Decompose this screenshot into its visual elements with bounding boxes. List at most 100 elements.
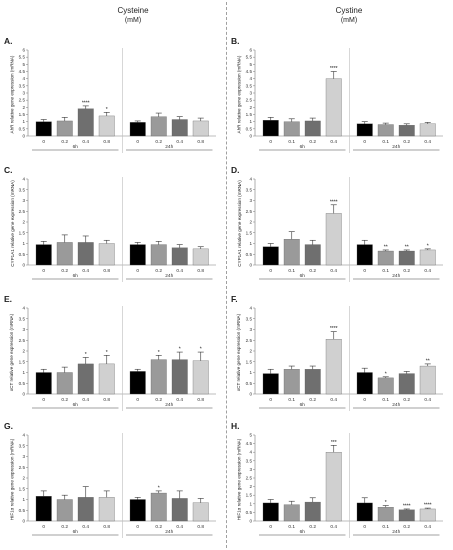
bar [419,123,436,137]
y-tick-label: 2.5 [19,209,26,214]
x-tick-label: 0.8 [103,397,110,403]
x-tick-label: 0 [42,139,45,145]
bar [129,122,146,137]
y-tick-label: 5 [22,62,25,67]
significance-label: *** [331,440,337,446]
panel-letter: A. [4,36,13,46]
x-tick-label: 0.2 [403,139,410,145]
y-tick-label: 5 [249,62,252,67]
y-tick-label: 0 [22,134,25,139]
x-tick-label: 0.2 [61,139,68,145]
group-label: 6h [300,144,306,150]
bar [419,365,436,395]
y-tick-label: 2.5 [246,338,253,343]
x-tick-label: 0.2 [155,139,162,145]
x-tick-label: 0.1 [288,268,295,274]
group-label: 24h [392,144,400,150]
y-tick-label: 1 [22,497,25,502]
bar [98,497,115,522]
x-tick-label: 0.8 [103,139,110,145]
bar [262,373,279,395]
y-tick-label: 2 [249,105,252,110]
bar [398,509,415,522]
x-tick-label: 0.1 [382,397,389,403]
x-tick-label: 0.2 [155,524,162,530]
x-tick-label: 0 [42,397,45,403]
y-tick-label: 1.5 [246,359,253,364]
y-tick-label: 0.5 [246,126,253,131]
group-label: 24h [392,402,400,408]
y-tick-label: 2.5 [246,209,253,214]
cystine-header: Cystine (mM) [304,6,394,26]
panel-letter: D. [231,165,240,175]
y-tick-label: 4 [22,306,25,311]
bar [304,369,321,395]
y-tick-label: 3.5 [19,316,26,321]
y-tick-label: 0.5 [19,381,26,386]
x-tick-label: 0.4 [330,397,337,403]
y-tick-label: 2 [22,476,25,481]
bar [35,121,52,137]
bar [325,452,342,522]
y-tick-label: 4 [249,177,252,182]
bar [262,120,279,137]
x-tick-label: 0.2 [155,268,162,274]
x-tick-label: 0 [136,268,139,274]
x-tick-label: 0.8 [197,268,204,274]
chart-g: 0 0.5 1 1.5 2 2.5 3 3.5 4 0 0.2 0.4 0.8 6h 0 * 0.2 0.4 0.8… [19,433,216,538]
y-tick-label: 0.5 [19,126,26,131]
panel-a: A. AhR relative gene expression (mRNA) 0… [2,36,222,163]
x-tick-label: 0.2 [61,524,68,530]
bar [325,213,342,266]
x-tick-label: 0.2 [309,397,316,403]
x-tick-label: 0 [42,524,45,530]
y-tick-label: 5.5 [19,55,26,60]
significance-label: * [158,485,160,491]
cysteine-header: Cysteine (mM) [88,6,178,26]
x-tick-label: 0.4 [82,139,89,145]
significance-label: * [158,350,160,356]
bar [98,115,115,137]
y-tick-label: 1.5 [246,230,253,235]
y-tick-label: 2.5 [19,338,26,343]
y-tick-label: 0 [22,519,25,524]
y-tick-label: 0.5 [246,510,253,515]
chart-c: 0 0.5 1 1.5 2 2.5 3 3.5 4 0 0.2 0.4 0.8 6h 0 0.2 0.4 0.8 2… [19,177,216,282]
y-tick-label: 0 [249,392,252,397]
y-tick-label: 3 [22,454,25,459]
x-tick-label: 0.2 [403,524,410,530]
bar [356,372,373,395]
x-tick-label: 0.4 [82,397,89,403]
x-tick-label: 0.1 [382,268,389,274]
group-label: 6h [300,273,306,279]
x-tick-label: 0 [136,139,139,145]
panel-letter: E. [4,294,13,304]
bar [398,250,415,266]
panel-letter: G. [4,421,13,431]
x-tick-label: 0 [363,268,366,274]
x-tick-label: 0.4 [424,397,431,403]
bar [77,363,94,395]
significance-label: **** [424,503,432,509]
bar [192,502,209,522]
bar [35,496,52,522]
significance-label: **** [330,326,338,332]
panel-h: H. HIF1α relative gene expression (mRNA)… [229,421,449,548]
bar [150,492,167,522]
x-tick-label: 0.4 [330,524,337,530]
y-tick-label: 0.5 [19,508,26,513]
group-label: 6h [73,529,79,535]
chart-d: 0 0.5 1 1.5 2 2.5 3 3.5 4 0 0.1 0.2 **** 0.4 6h 0 ** 0.1 *… [246,177,443,282]
bar [192,120,209,137]
x-tick-label: 0 [269,397,272,403]
x-tick-label: 0.2 [309,139,316,145]
y-tick-label: 3 [22,198,25,203]
bar [398,125,415,137]
chart-h: 0 0.5 1 1.5 2 2.5 3 3.5 4 4.5 5 0 0.1 0.2 *** 0.4 6h 0 * 0.… [246,433,443,538]
cysteine-title: Cysteine [117,6,149,15]
bar [129,499,146,522]
x-tick-label: 0.4 [424,139,431,145]
x-tick-label: 0.2 [403,397,410,403]
significance-label: * [106,350,108,356]
x-tick-label: 0.4 [330,139,337,145]
